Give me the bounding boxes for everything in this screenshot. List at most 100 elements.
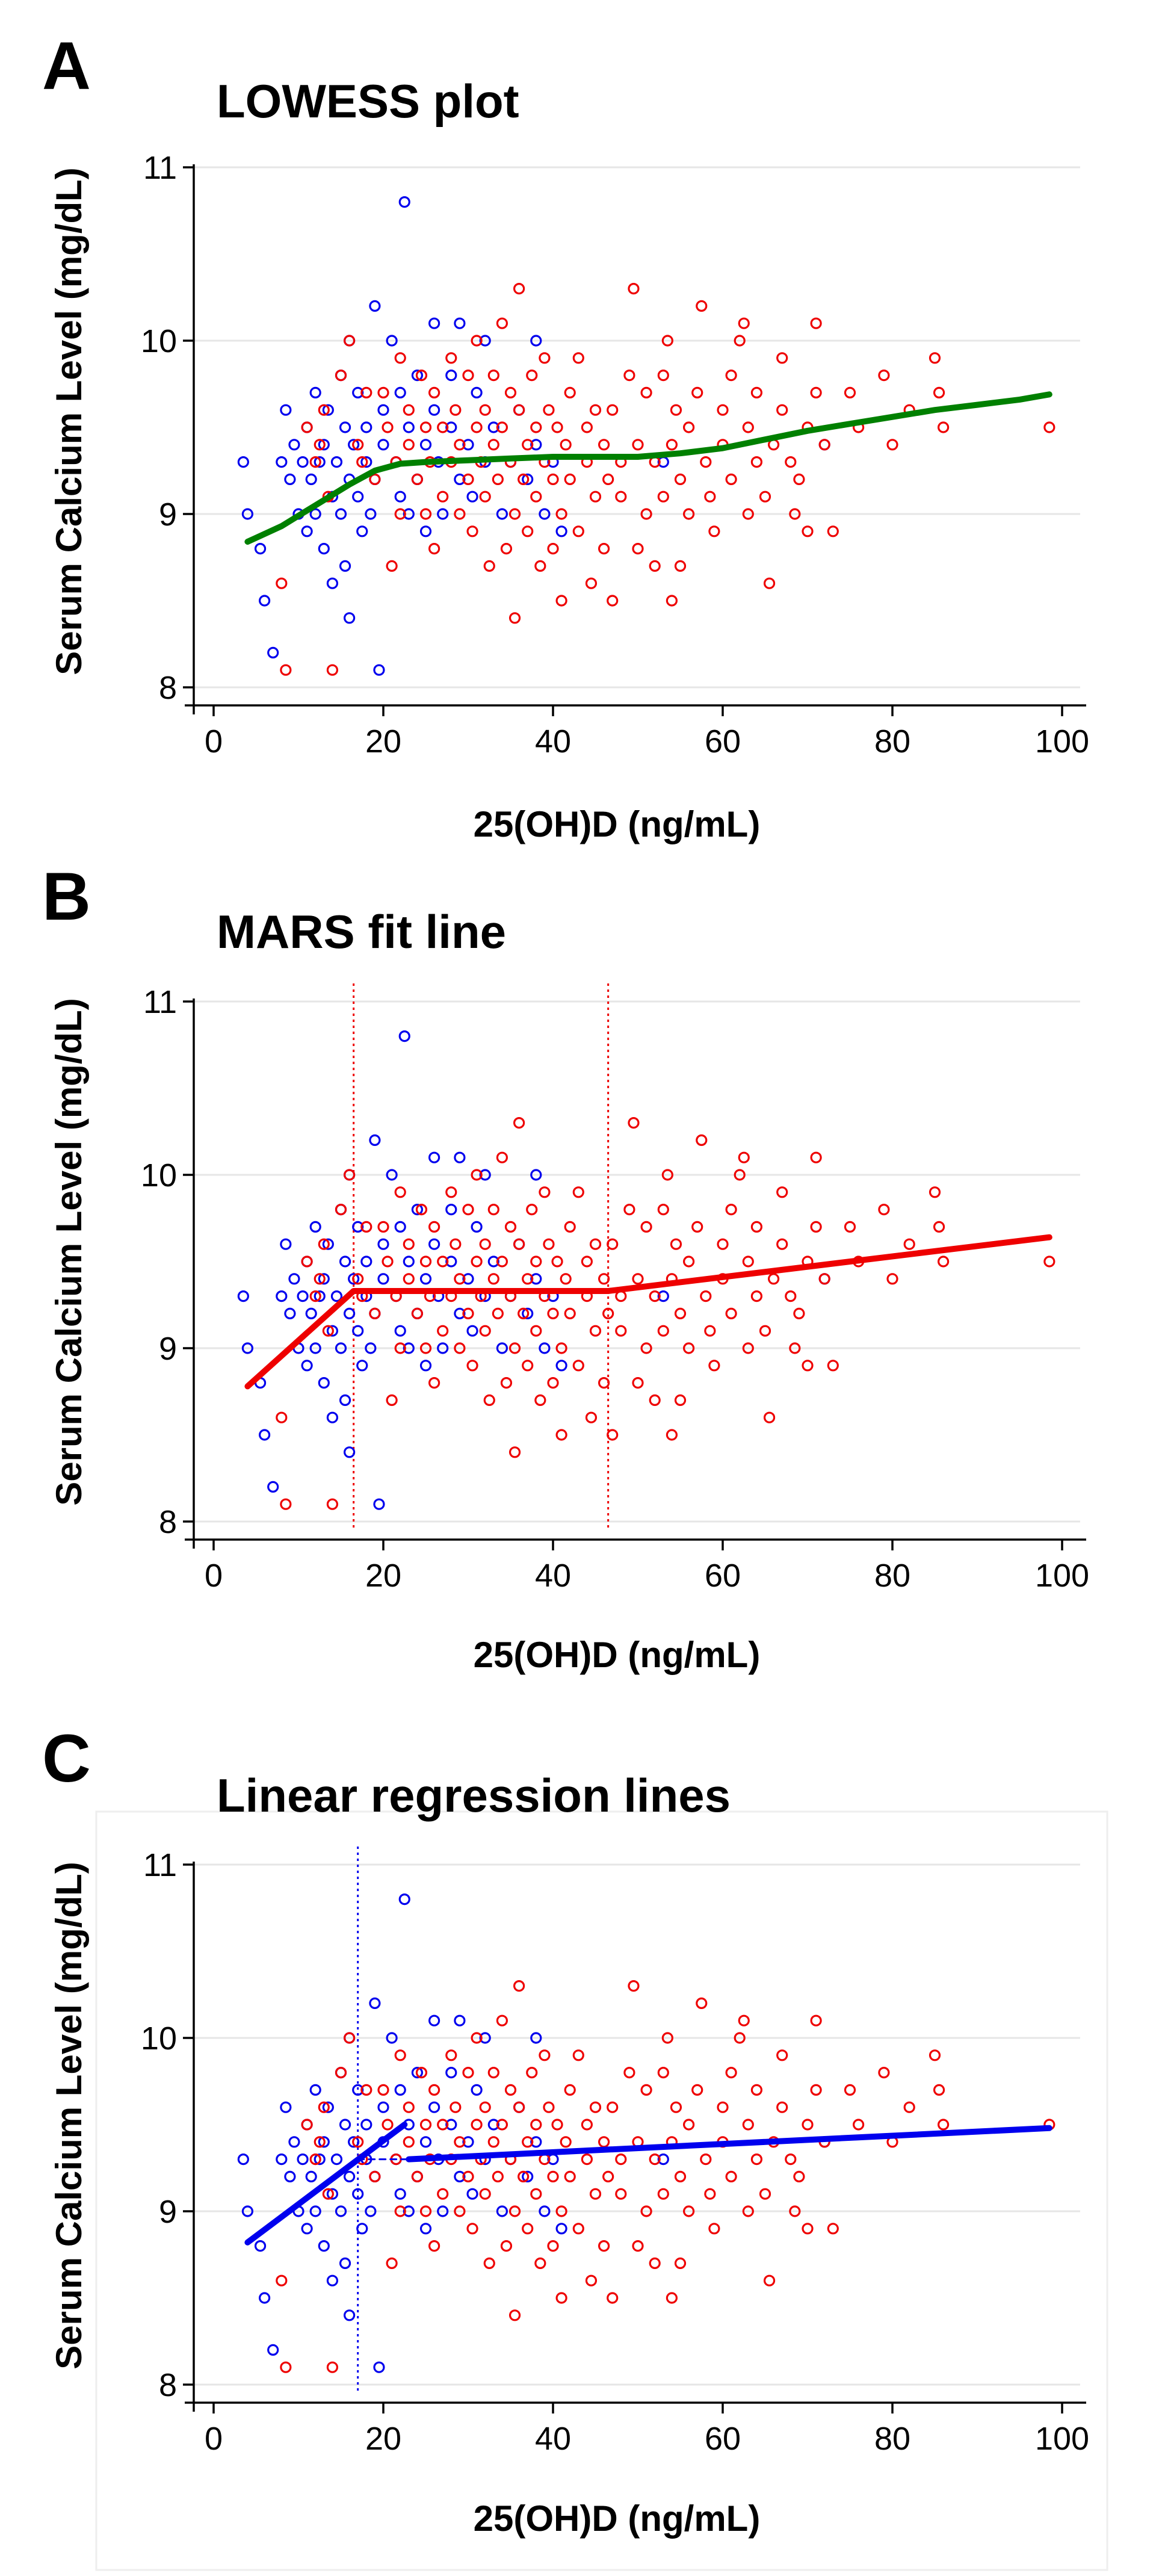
panel-c-series-0-point-73 — [539, 2205, 551, 2217]
panel-a-series-1-point-102 — [670, 404, 682, 416]
panel-c-series-0-point-37 — [369, 1997, 381, 2009]
panel-a-series-1-point-75 — [572, 352, 584, 364]
panel-c-series-1-point-59 — [522, 2223, 534, 2235]
panel-c-series-1-point-85 — [607, 2101, 619, 2113]
panel-a-series-1-point-34 — [454, 508, 466, 520]
panel-c-series-1-point-27 — [428, 2240, 440, 2252]
panel-c-series-0-point-26 — [339, 2119, 351, 2131]
panel-c-series-1-point-95 — [649, 2153, 661, 2166]
panel-b-series-0-point-54 — [428, 1238, 440, 1250]
panel-a-series-0-point-60 — [454, 473, 466, 486]
panel-c-series-1-point-131 — [802, 2119, 814, 2131]
panel-b-series-0-point-3 — [259, 1429, 271, 1441]
panel-a-series-1-point-121 — [750, 386, 763, 399]
panel-c-series-1-point-121 — [750, 2084, 763, 2096]
panel-c-series-1-point-77 — [581, 2119, 593, 2131]
panel-c-series-1-point-97 — [657, 2067, 669, 2079]
panel-a-series-0-point-24 — [335, 508, 347, 520]
panel-b-series-1-point-119 — [742, 1342, 754, 1354]
panel-b-series-1-point-21 — [403, 1273, 415, 1285]
panel-a: A LOWESS plot Serum Calcium Level (mg/dL… — [42, 28, 1089, 844]
panel-c-series-0-point-42 — [386, 2032, 398, 2044]
panel-c-series-0-point-59 — [454, 2014, 466, 2026]
panel-c-ylabel: Serum Calcium Level (mg/dL) — [49, 1862, 89, 2370]
panel-a-series-1-point-143 — [937, 421, 950, 433]
panel-b-series-1-point-115 — [725, 1307, 737, 1319]
panel-b-series-1-point-53 — [508, 1342, 521, 1354]
panel-b-series-0-point-30 — [348, 1273, 360, 1285]
panel-b-series-0-point-46 — [398, 1030, 410, 1042]
panel-c-series-1-point-119 — [742, 2205, 754, 2217]
panel-b-xtick-label-100: 100 — [1035, 1558, 1089, 1594]
panel-c-series-0-point-57 — [445, 2119, 457, 2131]
panel-c-series-0-point-2 — [254, 2240, 267, 2252]
panel-a-series-1-point-100 — [666, 439, 678, 451]
panel-a-series-0-point-58 — [445, 369, 457, 382]
panel-b-series-1-point-33 — [450, 1238, 462, 1250]
panel-b-series-0-point-44 — [394, 1325, 406, 1337]
panel-b-series-0-point-29 — [343, 1446, 356, 1458]
panel-b-series-1-point-13 — [369, 1307, 381, 1319]
panel-c-xtick-label-80: 80 — [874, 2421, 910, 2457]
panel-c-series-1-point-63 — [534, 2257, 546, 2269]
panel-a-series-1-point-33 — [450, 404, 462, 416]
panel-a-ytick-label-8: 8 — [159, 670, 177, 706]
panel-c-series-1-point-90 — [628, 1980, 640, 1992]
panel-c-series-1-point-114 — [725, 2067, 737, 2079]
panel-a-series-0-point-2 — [254, 542, 267, 555]
panel-c-series-0-point-66 — [487, 2119, 499, 2131]
panel-a-series-1-point-90 — [628, 283, 640, 295]
panel-c-series-0-point-20 — [326, 2188, 339, 2200]
panel-c-series-1-point-21 — [403, 2136, 415, 2148]
panel-a-series-0-point-7 — [284, 473, 296, 486]
panel-a-series-1-point-94 — [640, 386, 652, 399]
panel-b-series-1-point-103 — [674, 1307, 687, 1319]
panel-b-series-0-point-65 — [479, 1169, 491, 1181]
panel-a-series-1-point-39 — [471, 421, 483, 433]
panel-a-series-1-point-85 — [607, 404, 619, 416]
panel-a-series-1-point-14 — [377, 386, 389, 399]
panel-a-series-0-point-1 — [241, 508, 253, 520]
panel-c-series-0-point-62 — [466, 2188, 478, 2200]
panel-a-series-0-point-49 — [411, 369, 424, 382]
panel-a-series-1-point-58 — [522, 439, 534, 451]
panel-c-series-1-point-38 — [466, 2223, 478, 2235]
panel-c-series-0-point-72 — [530, 2136, 542, 2148]
panel-c-series-0-point-61 — [462, 2136, 474, 2148]
panel-b-series-0-point-26 — [339, 1255, 351, 1268]
panel-a-series-1-point-101 — [666, 595, 678, 607]
panel-c-series-1-point-16 — [386, 2257, 398, 2269]
panel-c-series-1-point-99 — [661, 2032, 673, 2044]
panel-c-series-1-point-70 — [555, 2205, 567, 2217]
panel-a-series-1-point-120 — [750, 456, 763, 468]
panel-c-series-0-point-8 — [288, 2136, 300, 2148]
panel-c-fit-line-1 — [406, 2125, 1052, 2163]
panel-c-series-0-point-76 — [657, 2153, 669, 2166]
panel-c-series-1-point-81 — [589, 2101, 602, 2113]
panel-a-series-0-point-56 — [437, 508, 449, 520]
panel-a-series-0-point-8 — [288, 439, 300, 451]
panel-a-series-1-point-37 — [462, 473, 474, 486]
panel-b-series-0-point-41 — [377, 1238, 389, 1250]
panel-b-series-0-point-37 — [369, 1134, 381, 1147]
panel-c-series-1-point-107 — [691, 2084, 703, 2096]
panel-a-series-1-point-77 — [581, 421, 593, 433]
panel-b-series-1-point-110 — [704, 1325, 716, 1337]
panel-a-fit-line-0 — [244, 391, 1052, 545]
panel-c-series-1-point-116 — [734, 2032, 746, 2044]
panel-c-series-1-point-109 — [700, 2153, 712, 2166]
panel-b-series-0-point-33 — [356, 1360, 368, 1372]
panel-a-series-1-point-57 — [518, 473, 530, 486]
panel-b-series-1-point-71 — [555, 1429, 567, 1441]
panel-a-series-1-point-111 — [708, 525, 720, 537]
panel-a-series-0-point-53 — [428, 317, 440, 329]
panel-b-series-0-point-31 — [352, 1325, 364, 1337]
panel-b-series-0-point-5 — [276, 1290, 288, 1302]
panel-a-series-1-point-48 — [496, 317, 508, 329]
panel-a-series-1-point-47 — [492, 473, 504, 486]
panel-b-series-1-point-40 — [471, 1169, 483, 1181]
panel-a-series-0-point-51 — [419, 439, 432, 451]
panel-b-series-1-point-91 — [632, 1273, 644, 1285]
panel-b-series-0-point-56 — [437, 1342, 449, 1354]
panel-a-series-1-point-126 — [776, 352, 788, 364]
